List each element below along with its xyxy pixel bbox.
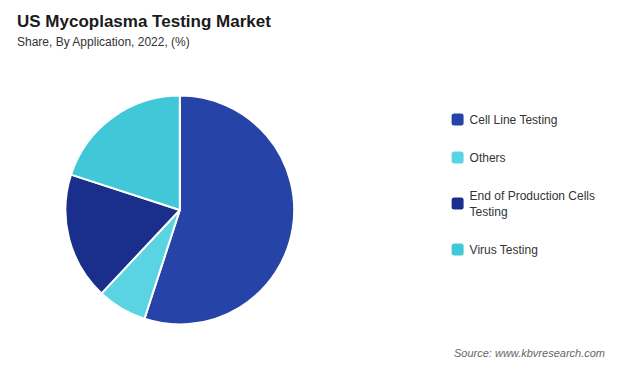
svg-text:Others: Others [470,151,506,165]
svg-text:Source: www.kbvresearch.com: Source: www.kbvresearch.com [454,347,605,359]
svg-text:Cell Line Testing: Cell Line Testing [470,113,558,127]
svg-text:US Mycoplasma Testing Market: US Mycoplasma Testing Market [17,12,271,31]
svg-text:Share, By Application, 2022, (: Share, By Application, 2022, (%) [17,35,190,49]
svg-text:Virus Testing: Virus Testing [470,243,538,257]
svg-text:Testing: Testing [470,205,508,219]
svg-text:End of Production Cells: End of Production Cells [470,189,595,203]
